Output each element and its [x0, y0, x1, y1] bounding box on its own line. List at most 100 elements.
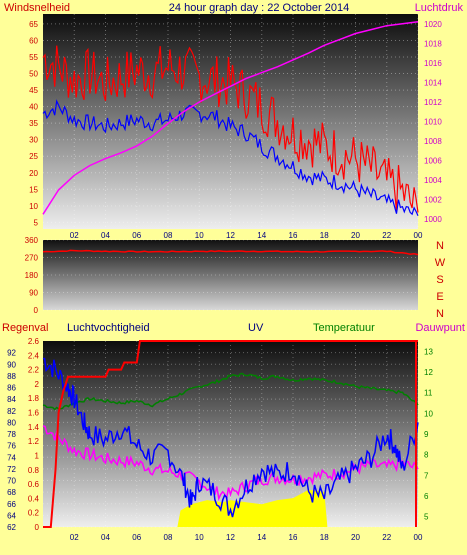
hour-tick-label: 02: [70, 533, 79, 542]
temperature-tick-label: 9: [424, 430, 429, 439]
wind-tick-label: 55: [29, 53, 38, 62]
hour-tick-label: 06: [132, 533, 141, 542]
temperature-label: Temperatuur: [313, 322, 375, 334]
hour-tick-label: 04: [101, 231, 110, 240]
wind-tick-label: 65: [29, 20, 38, 29]
compass-label: W: [435, 257, 446, 269]
humidity-tick-label: 82: [7, 407, 16, 416]
humidity-tick-label: 68: [7, 488, 16, 497]
wind-tick-label: 60: [29, 36, 38, 45]
humidity-line: [42, 357, 419, 518]
pressure-tick-label: 1012: [424, 98, 442, 107]
chart-title: 24 hour graph day : 22 October 2014: [169, 2, 349, 14]
hour-tick-label: 18: [320, 533, 329, 542]
hour-tick-label: 20: [351, 231, 360, 240]
hour-tick-label: 00: [414, 533, 423, 542]
rain-tick-label: 1.4: [28, 423, 40, 432]
humidity-tick-label: 78: [7, 430, 16, 439]
hour-tick-label: 16: [289, 533, 298, 542]
temperature-tick-label: 13: [424, 347, 433, 356]
pressure-tick-label: 1000: [424, 215, 442, 224]
pressure-line: [42, 21, 419, 215]
hour-tick-label: 00: [414, 231, 423, 240]
pressure-axis: 1000 1002 1004 1006 1008 1010 1012 1014 1016 1018…: [424, 20, 442, 224]
hour-tick-label: 06: [132, 231, 141, 240]
humidity-axis: 62 64 66 68 70 72 74 76 78 80 82 84 86 88 90 92: [7, 349, 16, 532]
humidity-tick-label: 80: [7, 418, 16, 427]
hour-tick-label: 20: [351, 533, 360, 542]
compass-label: S: [436, 274, 443, 286]
direction-tick-label: 180: [25, 271, 39, 280]
humidity-tick-label: 90: [7, 360, 16, 369]
humidity-label: Luchtvochtigheid: [67, 322, 150, 334]
hour-tick-label: 08: [164, 533, 173, 542]
compass-label: N: [436, 308, 444, 320]
humidity-tick-label: 92: [7, 349, 16, 358]
rain-tick-label: 0.8: [28, 466, 40, 475]
hour-tick-label: 02: [70, 231, 79, 240]
humidity-tick-label: 76: [7, 442, 16, 451]
hour-tick-label: 08: [164, 231, 173, 240]
wind-tick-label: 45: [29, 86, 38, 95]
hour-tick-label: 16: [289, 231, 298, 240]
dewpoint-line: [42, 425, 419, 502]
hour-tick-label: 10: [195, 231, 204, 240]
rain-humidity-series: [42, 340, 419, 528]
rain-tick-label: 0.2: [28, 509, 40, 518]
uv-label: UV: [248, 322, 264, 334]
pressure-tick-label: 1020: [424, 20, 442, 29]
pressure-tick-label: 1010: [424, 118, 442, 127]
temperature-tick-label: 5: [424, 513, 429, 522]
temperature-tick-label: 6: [424, 492, 429, 501]
hour-tick-label: 04: [101, 533, 110, 542]
rain-axis: 0 0.2 0.4 0.6 0.8 1 1.2 1.4 1.6 1.8 2 2.2 2.4 2.6: [28, 337, 40, 532]
wind-tick-label: 30: [29, 136, 38, 145]
compass-label: N: [436, 240, 444, 252]
humidity-tick-label: 84: [7, 395, 16, 404]
hour-tick-label: 12: [226, 231, 235, 240]
humidity-tick-label: 64: [7, 511, 16, 520]
rain-tick-label: 2.2: [28, 366, 40, 375]
compass-label: E: [436, 291, 443, 303]
pressure-tick-label: 1014: [424, 78, 442, 87]
rain-tick-label: 2: [35, 380, 40, 389]
direction-grid: [43, 239, 418, 311]
temperature-tick-label: 10: [424, 409, 433, 418]
direction-tick-label: 270: [25, 254, 39, 263]
hour-tick-label: 22: [382, 533, 391, 542]
hour-tick-label: 14: [257, 231, 266, 240]
direction-degree-axis: 0 90 180 270 360: [25, 236, 39, 315]
pressure-label: Luchtdruk: [415, 2, 464, 14]
humidity-tick-label: 70: [7, 477, 16, 486]
wind-pressure-plot-area: [43, 14, 418, 229]
rain-tick-label: 2.4: [28, 351, 40, 360]
wind-time-axis: 02 04 06 08 10 12 14 16 18 20 22 00: [70, 231, 423, 240]
wind-tick-label: 20: [29, 169, 38, 178]
pressure-tick-label: 1006: [424, 157, 442, 166]
rain-tick-label: 0.4: [28, 494, 40, 503]
pressure-tick-label: 1004: [424, 176, 442, 185]
dewpoint-label: Dauwpunt: [415, 322, 465, 334]
humidity-tick-label: 74: [7, 453, 16, 462]
rain-tick-label: 1.6: [28, 409, 40, 418]
rain-tick-label: 1.8: [28, 394, 40, 403]
rain-tick-label: 1.2: [28, 437, 40, 446]
humidity-tick-label: 72: [7, 465, 16, 474]
rain-line: [43, 340, 418, 528]
hour-tick-label: 10: [195, 533, 204, 542]
wind-tick-label: 35: [29, 119, 38, 128]
temperature-tick-label: 8: [424, 451, 429, 460]
rain-tick-label: 0.6: [28, 480, 40, 489]
wind-speed-axis: 5 10 15 20 25 30 35 40 45 50 55 60 65: [29, 20, 38, 227]
direction-tick-label: 90: [29, 289, 38, 298]
wind-speed-label: Windsnelheid: [4, 2, 70, 14]
rain-tick-label: 0: [35, 523, 40, 532]
rain-humidity-grid: [43, 341, 419, 528]
rain-tick-label: 2.6: [28, 337, 40, 346]
temperature-tick-label: 11: [424, 389, 433, 398]
wind-average-line: [42, 99, 419, 217]
wind-tick-label: 25: [29, 152, 38, 161]
